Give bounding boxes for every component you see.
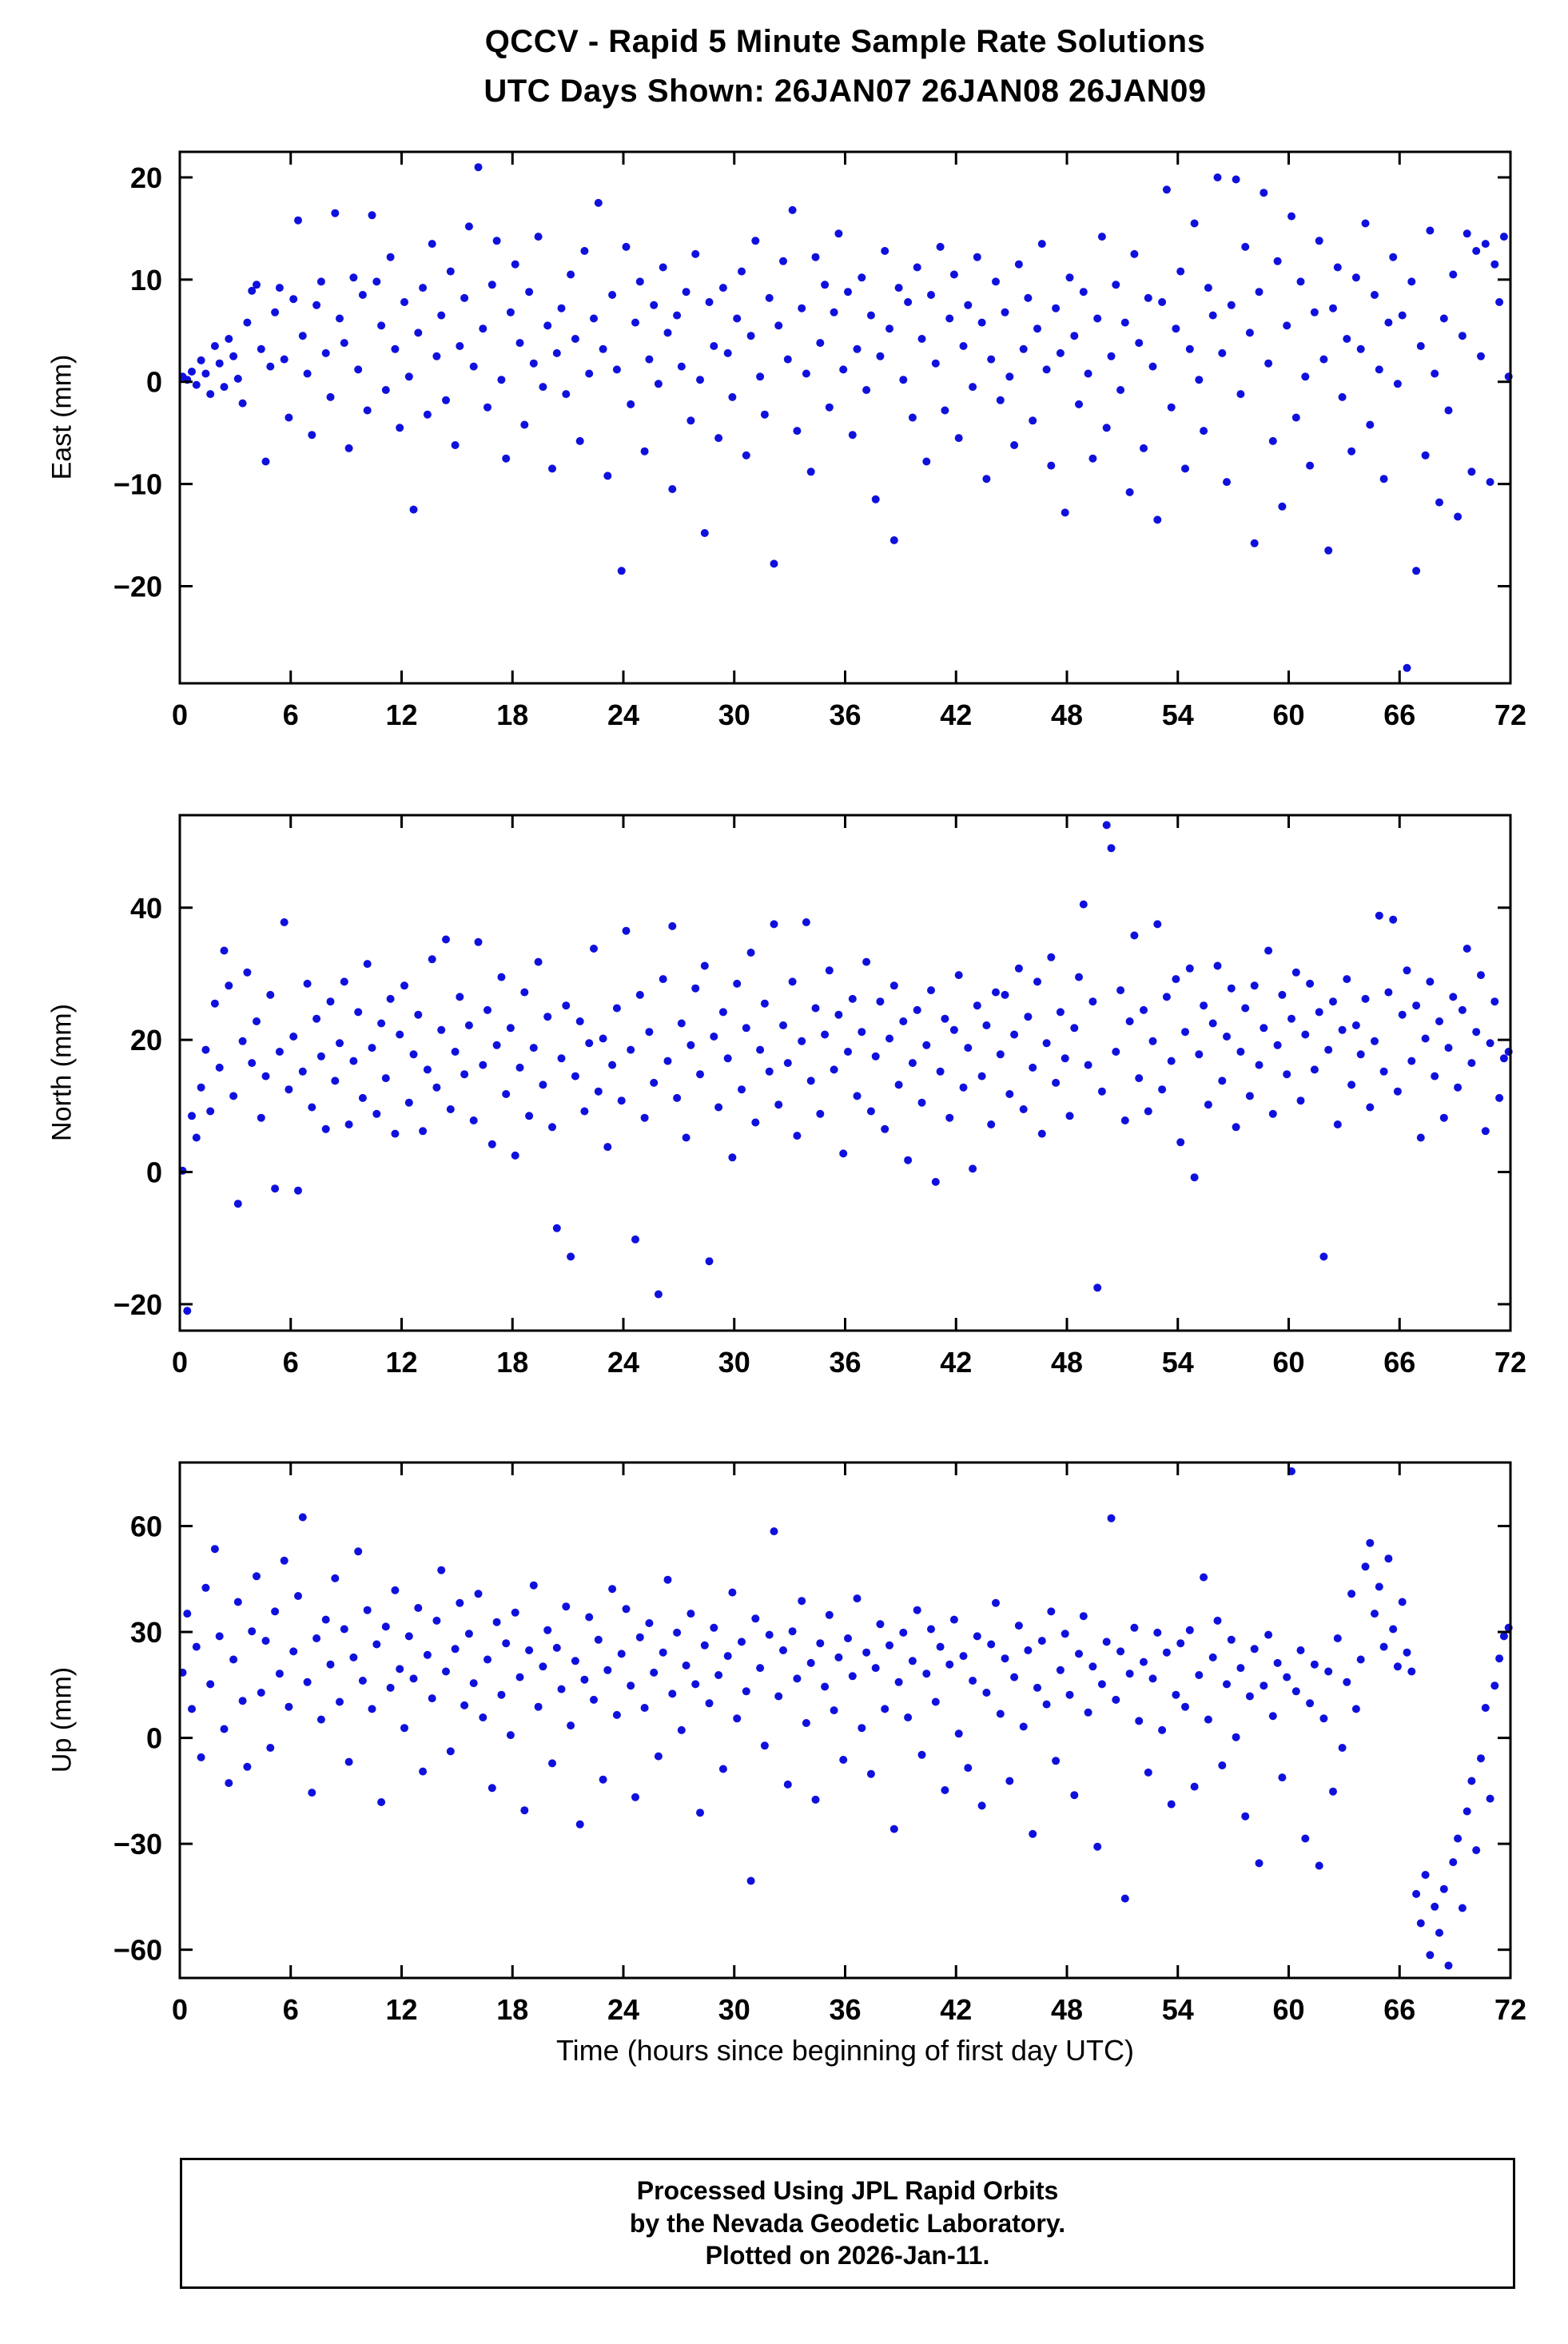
up-x-tick-label: 36 [829, 1993, 861, 2026]
north-y-tick-label: −20 [113, 1288, 162, 1321]
east-x-tick-label: 0 [172, 698, 188, 731]
up-points [178, 1467, 1513, 1970]
up-panel: 0 6 12 18 24 30 36 42 48 54 60 66 72 60 30 0 −30 −60 [113, 1461, 1526, 2026]
north-x-tick-label: 54 [1162, 1346, 1194, 1379]
up-y-tick-label: −30 [113, 1828, 162, 1860]
east-x-tick-label: 30 [718, 698, 750, 731]
up-y-tick-label: 60 [130, 1510, 162, 1543]
east-x-tick-label: 6 [283, 698, 299, 731]
north-points [178, 821, 1513, 1315]
north-x-tick-label: 36 [829, 1346, 861, 1379]
north-x-tick-label: 18 [496, 1346, 528, 1379]
up-x-tick-label: 12 [385, 1993, 417, 2026]
east-x-tick-label: 72 [1494, 698, 1526, 731]
north-x-tick-label: 66 [1383, 1346, 1415, 1379]
x-axis-label: Time (hours since beginning of first day… [556, 2034, 1134, 2067]
east-x-tick-label: 42 [940, 698, 972, 731]
north-x-tick-label: 42 [940, 1346, 972, 1379]
y-axis-label-up: Up (mm) [46, 1666, 78, 1773]
east-points [178, 163, 1513, 672]
up-x-tick-label: 6 [283, 1993, 299, 2026]
up-x-tick-label: 42 [940, 1993, 972, 2026]
up-x-tick-label: 24 [607, 1993, 639, 2026]
east-x-tick-label: 18 [496, 698, 528, 731]
east-x-tick-label: 24 [607, 698, 639, 731]
up-y-tick-label: 30 [130, 1616, 162, 1649]
east-y-tick-label: −20 [113, 571, 162, 603]
north-y-tick-label: 20 [130, 1024, 162, 1057]
north-x-tick-label: 72 [1494, 1346, 1526, 1379]
up-x-tick-label: 54 [1162, 1993, 1194, 2026]
north-y-tick-label: 40 [130, 892, 162, 925]
east-x-tick-label: 12 [385, 698, 417, 731]
north-frame [178, 814, 1512, 1332]
up-x-tick-label: 72 [1494, 1993, 1526, 2026]
up-x-tick-label: 30 [718, 1993, 750, 2026]
up-x-tick-label: 60 [1272, 1993, 1304, 2026]
y-axis-label-east: East (mm) [46, 354, 78, 480]
east-x-tick-label: 36 [829, 698, 861, 731]
east-y-tick-label: 10 [130, 264, 162, 296]
east-x-tick-label: 48 [1051, 698, 1083, 731]
north-x-tick-label: 0 [172, 1346, 188, 1379]
y-axis-label-north: North (mm) [46, 1004, 78, 1141]
chart-title-line2: UTC Days Shown: 26JAN07 26JAN08 26JAN09 [484, 74, 1207, 109]
up-x-tick-label: 18 [496, 1993, 528, 2026]
north-x-tick-label: 6 [283, 1346, 299, 1379]
east-x-tick-label: 54 [1162, 698, 1194, 731]
north-x-tick-label: 30 [718, 1346, 750, 1379]
up-y-tick-label: −60 [113, 1934, 162, 1967]
north-y-tick-label: 0 [146, 1156, 162, 1189]
east-x-tick-label: 66 [1383, 698, 1415, 731]
up-frame [178, 1461, 1512, 1980]
north-x-tick-label: 12 [385, 1346, 417, 1379]
east-y-tick-label: 20 [130, 161, 162, 194]
east-x-tick-label: 60 [1272, 698, 1304, 731]
north-x-tick-label: 60 [1272, 1346, 1304, 1379]
east-frame [178, 150, 1512, 685]
chart-title-line1: QCCV - Rapid 5 Minute Sample Rate Soluti… [484, 24, 1206, 59]
north-panel: 0 6 12 18 24 30 36 42 48 54 60 66 72 40 20 0 −20 [113, 814, 1526, 1379]
east-panel: 0 6 12 18 24 30 36 42 48 54 60 66 72 20 10 0 −10 −20 [113, 150, 1526, 731]
east-y-tick-label: −10 [113, 468, 162, 501]
north-x-tick-label: 24 [607, 1346, 639, 1379]
up-x-tick-label: 66 [1383, 1993, 1415, 2026]
footer-line3: Plotted on 2026-Jan-11. [705, 2241, 990, 2270]
footer-line2: by the Nevada Geodetic Laboratory. [629, 2208, 1066, 2238]
east-y-tick-label: 0 [146, 366, 162, 399]
footer-line1: Processed Using JPL Rapid Orbits [636, 2175, 1059, 2205]
up-x-tick-label: 0 [172, 1993, 188, 2026]
up-y-tick-label: 0 [146, 1722, 162, 1755]
footer-caption-box: Processed Using JPL Rapid Orbits by the … [180, 2158, 1515, 2289]
north-x-tick-label: 48 [1051, 1346, 1083, 1379]
up-x-tick-label: 48 [1051, 1993, 1083, 2026]
